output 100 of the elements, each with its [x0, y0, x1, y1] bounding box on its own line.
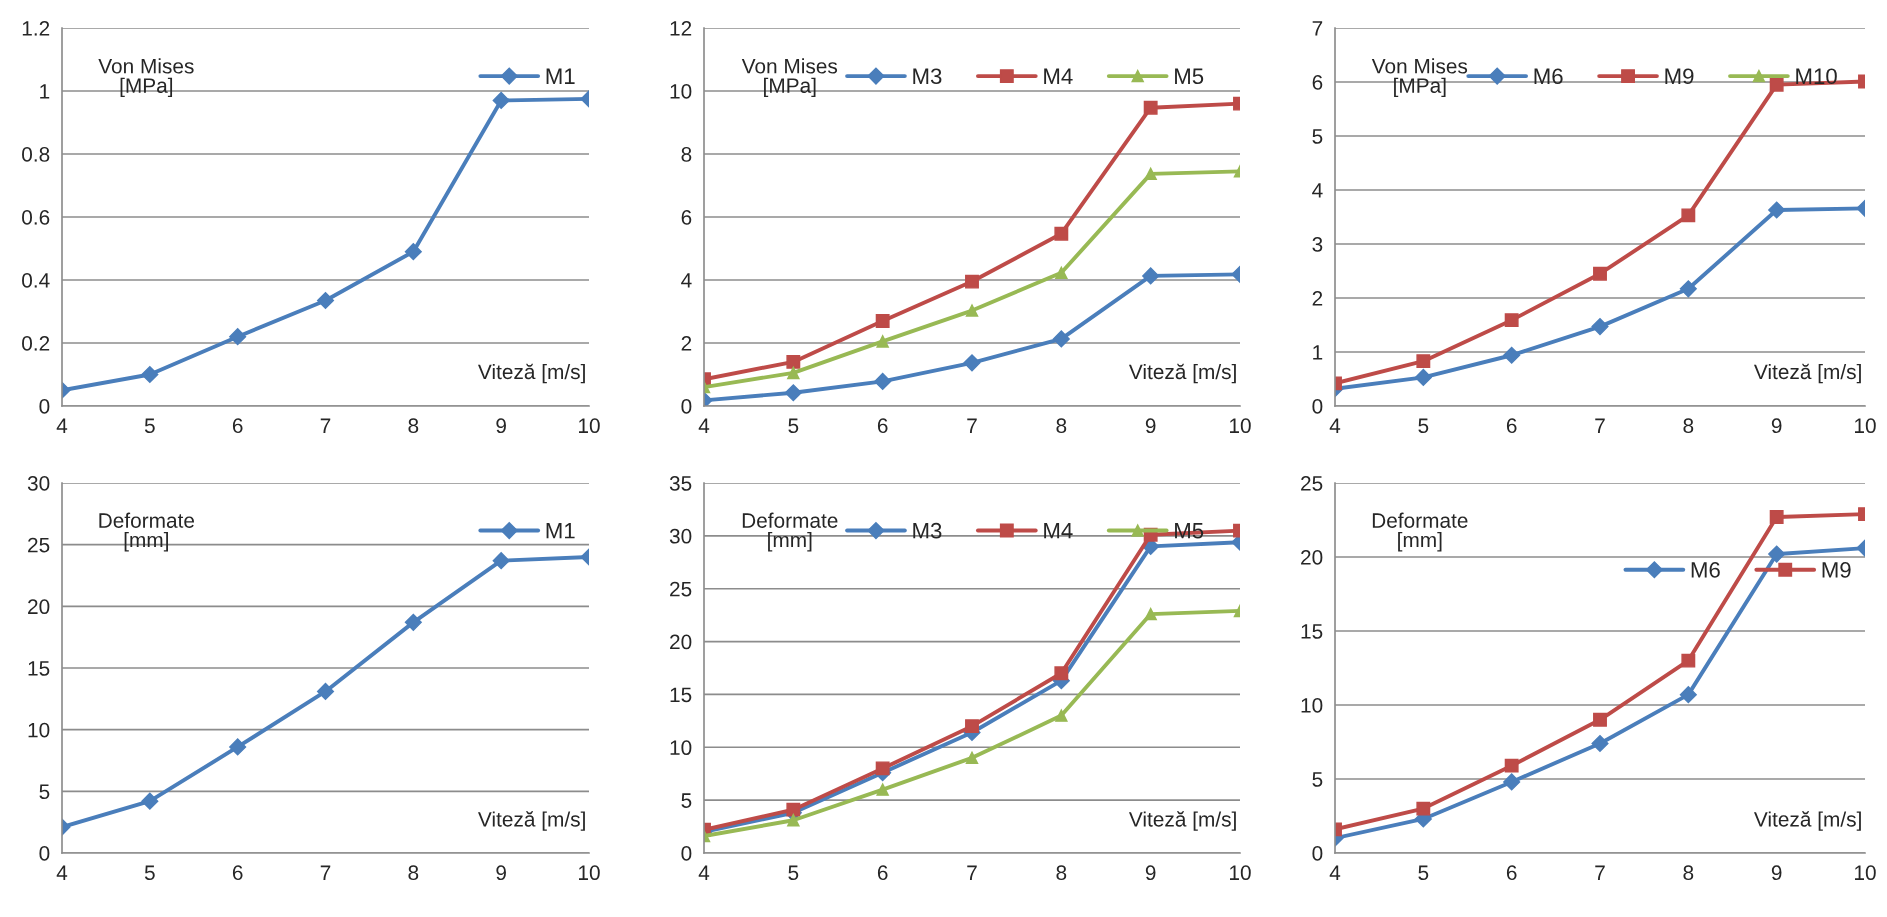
legend-label: M6 — [1691, 562, 1720, 578]
x-tick-label: 4 — [698, 865, 710, 880]
x-tick-label: 6 — [232, 418, 243, 434]
point — [965, 719, 979, 734]
x-tick-label: 6 — [877, 865, 888, 881]
point — [1503, 346, 1521, 364]
point — [316, 682, 335, 700]
x-tick-label: 4 — [1329, 418, 1341, 433]
y-tick-label: 30 — [27, 476, 50, 491]
x-tick-label: 6 — [232, 865, 243, 881]
x-axis-title: Viteză [m/s] — [478, 811, 585, 831]
point — [1593, 712, 1607, 727]
legend-label: M6 — [1534, 68, 1563, 85]
x-tick-label: 5 — [144, 865, 155, 881]
point — [1591, 734, 1609, 753]
point — [1591, 318, 1609, 336]
point — [1416, 354, 1431, 369]
y-tick-label: 4 — [1312, 183, 1323, 198]
x-axis-title: Viteză [m/s] — [1128, 811, 1236, 831]
point — [1679, 280, 1697, 298]
x-axis-title: Viteză [m/s] — [478, 363, 585, 384]
legend-label: M1 — [546, 68, 575, 84]
y-axis-title: Deformate [mm] — [742, 512, 838, 552]
y-tick-label: 0 — [1312, 846, 1323, 861]
point — [784, 384, 802, 402]
x-tick-label: 6 — [1506, 865, 1517, 881]
point — [1144, 167, 1157, 181]
x-tick-label: 5 — [788, 418, 799, 434]
point — [229, 328, 247, 346]
point — [965, 751, 979, 765]
x-tick-label: 7 — [967, 418, 977, 433]
x-tick-label: 5 — [144, 418, 155, 434]
y-tick-label: 2 — [681, 336, 692, 351]
point — [876, 335, 889, 348]
legend-label: M3 — [913, 522, 942, 539]
x-tick-label: 8 — [408, 418, 419, 434]
point — [141, 365, 159, 384]
x-tick-label: 10 — [579, 418, 600, 434]
y-axis-title: Deformate [mm] — [1372, 512, 1468, 552]
x-tick-label: 7 — [1595, 418, 1605, 433]
y-tick-label: 4 — [681, 273, 692, 288]
x-tick-label: 9 — [1145, 418, 1156, 434]
y-tick-label: 1 — [1313, 345, 1323, 360]
point — [875, 761, 890, 776]
legend-label: M4 — [1044, 68, 1073, 84]
x-axis-title: Viteză [m/s] — [1128, 363, 1236, 384]
y-tick-label: 0 — [681, 846, 692, 861]
x-tick-label: 5 — [1418, 418, 1429, 434]
x-tick-label: 4 — [56, 865, 68, 880]
point — [965, 274, 979, 289]
y-tick-label: 15 — [670, 687, 692, 703]
x-tick-label: 6 — [877, 418, 888, 434]
point — [1143, 100, 1158, 115]
point — [1144, 607, 1157, 621]
y-tick-label: 20 — [670, 634, 692, 650]
point — [1681, 653, 1696, 668]
y-tick-label: 3 — [1312, 237, 1323, 252]
point — [786, 354, 801, 369]
point — [786, 802, 801, 817]
y-tick-label: 25 — [1301, 476, 1323, 491]
x-tick-label: 10 — [579, 865, 600, 881]
point — [1055, 266, 1068, 280]
x-tick-label: 8 — [408, 865, 419, 881]
point — [1054, 666, 1069, 681]
point — [1593, 266, 1607, 281]
y-tick-label: 1.2 — [22, 21, 50, 36]
y-axis-title: Von Mises [MPa] — [741, 58, 838, 98]
point — [1769, 510, 1784, 524]
point — [787, 813, 800, 827]
x-tick-label: 7 — [320, 418, 331, 433]
y-tick-label: 6 — [1312, 75, 1323, 90]
y-tick-label: 5 — [1312, 772, 1323, 787]
legend-label: M5 — [1175, 68, 1204, 85]
x-tick-label: 5 — [788, 865, 799, 881]
y-tick-label: 5 — [681, 793, 692, 808]
point — [141, 792, 159, 810]
x-tick-label: 9 — [1771, 418, 1782, 434]
y-tick-label: 10 — [670, 740, 692, 756]
point — [1504, 313, 1519, 328]
y-tick-label: 15 — [1301, 624, 1323, 639]
point — [965, 304, 979, 317]
legend-label: M4 — [1044, 523, 1073, 539]
x-tick-label: 8 — [1683, 418, 1694, 434]
y-tick-label: 0 — [1312, 399, 1323, 414]
y-tick-label: 10 — [28, 722, 50, 738]
x-axis-title: Viteză [m/s] — [1753, 811, 1861, 831]
point — [876, 783, 889, 796]
x-axis-title: Viteză [m/s] — [1753, 363, 1861, 384]
x-tick-label: 9 — [496, 418, 506, 434]
x-tick-label: 10 — [1230, 865, 1251, 881]
y-tick-label: 10 — [1301, 698, 1323, 713]
point — [492, 91, 510, 110]
legend-label: M1 — [546, 523, 575, 539]
point — [404, 243, 422, 261]
y-tick-label: 8 — [681, 147, 692, 162]
x-tick-label: 10 — [1855, 418, 1876, 434]
x-tick-label: 7 — [967, 865, 977, 880]
point — [1055, 709, 1068, 722]
point — [874, 372, 892, 390]
x-tick-label: 8 — [1056, 418, 1067, 434]
